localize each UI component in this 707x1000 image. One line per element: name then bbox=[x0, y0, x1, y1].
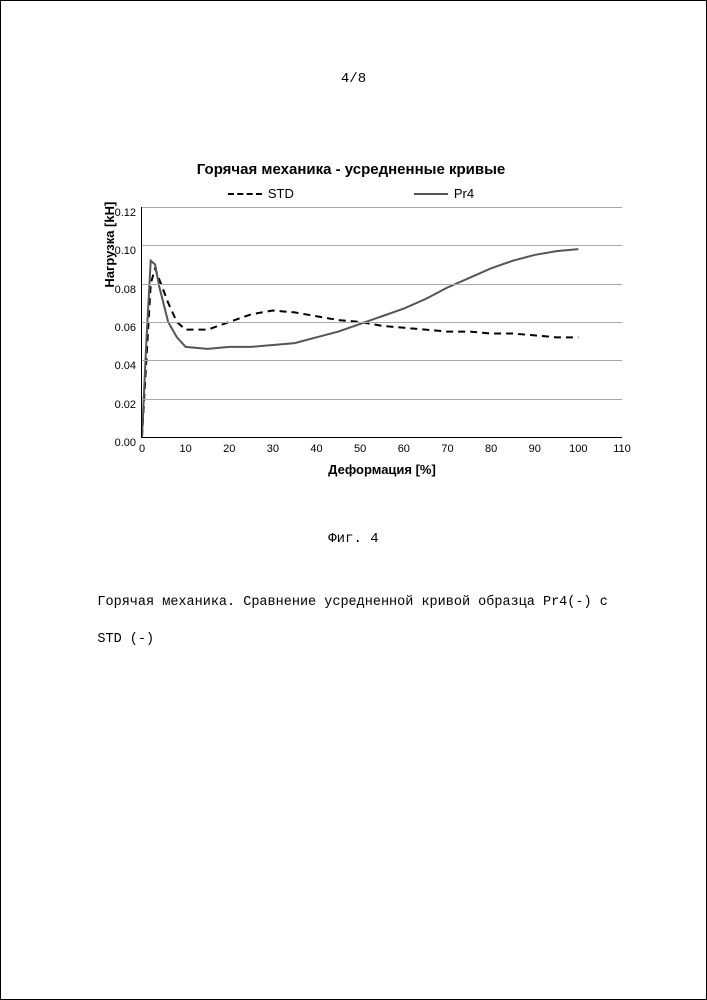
x-tick: 30 bbox=[267, 443, 279, 455]
x-tick: 40 bbox=[310, 443, 322, 455]
legend-label: STD bbox=[268, 186, 294, 201]
x-tick: 100 bbox=[569, 443, 587, 455]
x-tick: 70 bbox=[441, 443, 453, 455]
y-tick: 0.08 bbox=[86, 284, 136, 296]
chart-title: Горячая механика - усредненные кривые bbox=[91, 161, 611, 178]
x-tick: 90 bbox=[529, 443, 541, 455]
figure-caption: Фиг. 4 bbox=[1, 531, 706, 547]
x-tick: 10 bbox=[180, 443, 192, 455]
legend-item-pr4: Pr4 bbox=[414, 186, 474, 201]
desc-line-1: Горячая механика. Сравнение усредненной … bbox=[97, 595, 607, 610]
series-STD bbox=[142, 268, 578, 437]
gridline bbox=[142, 322, 622, 323]
page-number: 4/8 bbox=[1, 71, 706, 87]
x-tick: 110 bbox=[613, 443, 631, 455]
page: 4/8 Горячая механика - усредненные кривы… bbox=[0, 0, 707, 1000]
gridline bbox=[142, 360, 622, 361]
series-Pr4 bbox=[142, 249, 578, 437]
legend-item-std: STD bbox=[228, 186, 294, 201]
y-tick: 0.04 bbox=[86, 360, 136, 372]
legend: STD Pr4 bbox=[91, 186, 611, 201]
x-tick: 60 bbox=[398, 443, 410, 455]
x-tick: 80 bbox=[485, 443, 497, 455]
x-tick: 20 bbox=[223, 443, 235, 455]
gridline bbox=[142, 245, 622, 246]
y-tick: 0.10 bbox=[86, 245, 136, 257]
figure-description: Горячая механика. Сравнение усредненной … bbox=[65, 576, 642, 667]
dashed-line-icon bbox=[228, 193, 262, 195]
solid-line-icon bbox=[414, 193, 448, 195]
y-tick: 0.06 bbox=[86, 322, 136, 334]
gridline bbox=[142, 399, 622, 400]
x-axis-label: Деформация [%] bbox=[328, 462, 436, 477]
x-tick: 50 bbox=[354, 443, 366, 455]
legend-label: Pr4 bbox=[454, 186, 474, 201]
plot-area: Нагрузка [kH] Деформация [%] 0.000.020.0… bbox=[141, 207, 622, 438]
chart: Горячая механика - усредненные кривые ST… bbox=[91, 161, 611, 438]
y-tick: 0.12 bbox=[86, 207, 136, 219]
x-tick: 0 bbox=[139, 443, 145, 455]
y-tick: 0.02 bbox=[86, 399, 136, 411]
y-tick: 0.00 bbox=[86, 437, 136, 449]
gridline bbox=[142, 207, 622, 208]
gridline bbox=[142, 284, 622, 285]
desc-line-2: STD (-) bbox=[97, 632, 154, 647]
